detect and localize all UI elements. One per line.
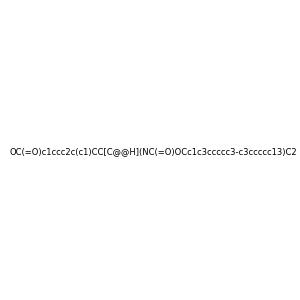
Text: OC(=O)c1ccc2c(c1)CC[C@@H](NC(=O)OCc1c3ccccc3-c3ccccc13)C2: OC(=O)c1ccc2c(c1)CC[C@@H](NC(=O)OCc1c3cc… xyxy=(10,147,298,156)
